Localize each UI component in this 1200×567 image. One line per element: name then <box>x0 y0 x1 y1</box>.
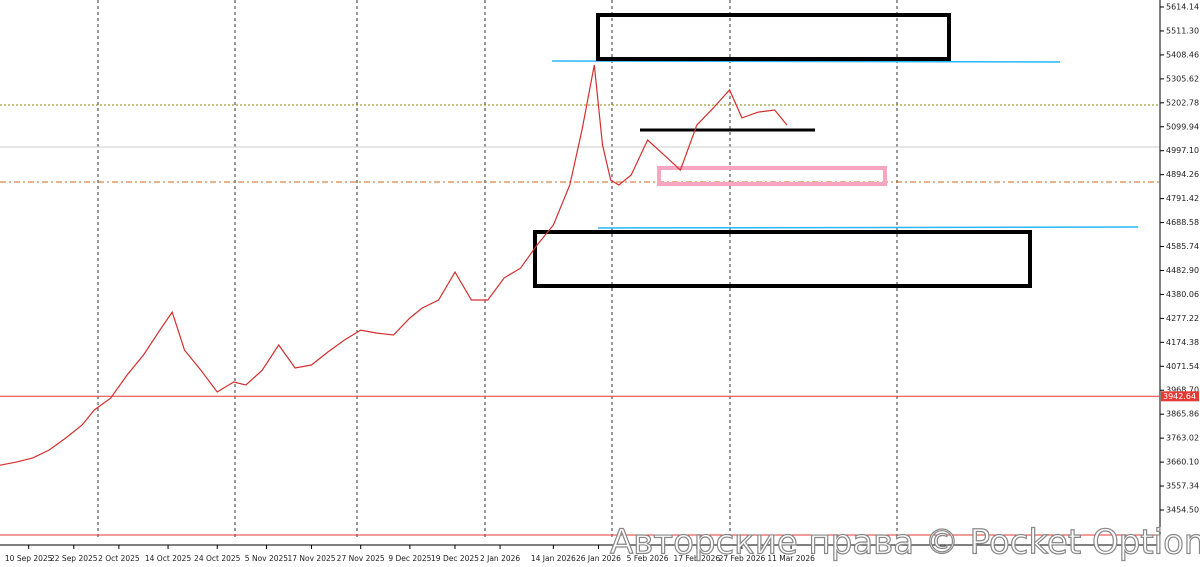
x-tick-label: 5 Nov 2025 <box>245 554 288 563</box>
y-tick-label: 5614.14 <box>1166 3 1199 12</box>
y-tick-label: 3454.50 <box>1166 506 1199 515</box>
zone-box <box>657 166 887 186</box>
zone-box <box>596 13 951 61</box>
x-tick-label: 19 Dec 2025 <box>431 554 479 563</box>
watermark: Авторские права © Pocket Option <box>610 523 1200 563</box>
x-tick-label: 26 Jan 2026 <box>576 554 621 563</box>
trend-line <box>597 226 1139 229</box>
y-tick-label: 5305.62 <box>1166 74 1199 83</box>
x-tick-label: 27 Nov 2025 <box>337 554 385 563</box>
y-tick-label: 3660.10 <box>1166 458 1199 467</box>
trend-line <box>551 60 1061 63</box>
y-tick-label: 4894.26 <box>1166 170 1199 179</box>
y-tick-label: 4482.90 <box>1166 266 1199 275</box>
x-tick-label: 9 Dec 2025 <box>388 554 431 563</box>
y-tick-label: 5511.30 <box>1166 26 1199 35</box>
x-tick-label: 2 Oct 2025 <box>98 554 140 563</box>
x-tick-label: 2 Jan 2026 <box>480 554 520 563</box>
y-tick-label: 4791.42 <box>1166 194 1199 203</box>
price-line <box>0 64 788 466</box>
x-tick-label: 27 Feb 2026 <box>719 554 766 563</box>
x-tick-label: 10 Sep 2025 <box>5 554 53 563</box>
y-tick-label: 3557.34 <box>1166 482 1199 491</box>
x-tick-label: 17 Feb 2026 <box>673 554 720 563</box>
x-tick-label: 14 Jan 2026 <box>531 554 576 563</box>
y-tick-label: 4997.10 <box>1166 146 1199 155</box>
x-tick-label: 5 Feb 2026 <box>627 554 669 563</box>
y-tick-label: 4688.58 <box>1166 218 1199 227</box>
x-tick-label: 14 Oct 2025 <box>145 554 192 563</box>
y-tick-label: 4174.38 <box>1166 338 1199 347</box>
y-tick-label: 4071.54 <box>1166 362 1199 371</box>
y-tick-label: 5408.46 <box>1166 50 1199 59</box>
x-tick-label: 22 Sep 2025 <box>50 554 98 563</box>
y-tick-label: 5202.78 <box>1166 98 1199 107</box>
x-tick-label: 17 Nov 2025 <box>287 554 335 563</box>
y-tick-label: 5099.94 <box>1166 122 1199 131</box>
price-tag <box>1161 391 1199 402</box>
y-tick-label: 3763.02 <box>1166 434 1199 443</box>
x-tick-label: 11 Mar 2026 <box>767 554 815 563</box>
y-tick-label: 3968.70 <box>1166 386 1199 395</box>
y-tick-label: 4585.74 <box>1166 242 1199 251</box>
zone-box <box>533 230 1032 288</box>
y-tick-label: 3865.86 <box>1166 410 1199 419</box>
y-tick-label: 4277.22 <box>1166 314 1199 323</box>
y-tick-label: 4380.06 <box>1166 290 1199 299</box>
x-tick-label: 24 Oct 2025 <box>194 554 241 563</box>
price-tag-label: 3942.64 <box>1163 392 1196 401</box>
